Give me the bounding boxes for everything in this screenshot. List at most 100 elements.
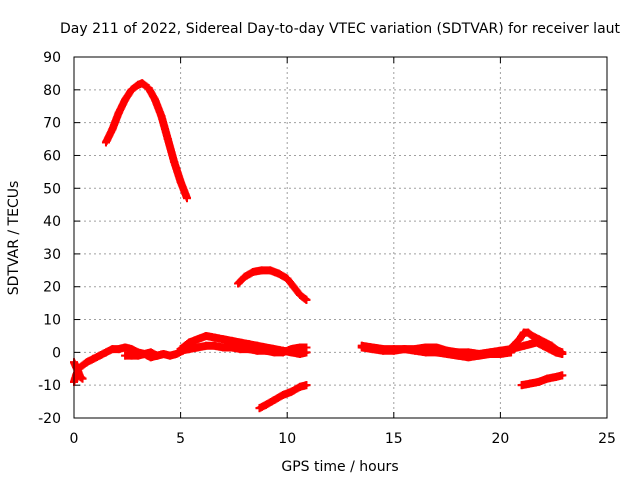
data-point <box>236 345 245 354</box>
data-point <box>464 353 473 362</box>
y-tick-label: 10 <box>43 313 61 329</box>
data-point <box>95 351 104 360</box>
grid <box>74 57 607 418</box>
series-band <box>517 371 567 390</box>
data-point <box>163 135 172 144</box>
x-tick-label: 0 <box>70 431 79 447</box>
y-tick-label: 20 <box>43 280 61 296</box>
data-point <box>278 348 287 357</box>
data-point <box>532 338 541 347</box>
y-tick-label: 0 <box>52 345 61 361</box>
y-tick-label: 70 <box>43 116 61 132</box>
data-point <box>210 333 219 342</box>
data-point <box>302 381 311 390</box>
data-point <box>526 379 535 388</box>
y-tick-label: -10 <box>38 378 61 394</box>
y-tick-label: 50 <box>43 181 61 197</box>
data-point <box>138 79 147 88</box>
plot-frame <box>73 56 608 419</box>
data-point <box>558 350 567 359</box>
data-point <box>227 343 236 352</box>
data-point <box>219 335 228 344</box>
data-point <box>253 346 262 355</box>
data-point <box>219 343 228 352</box>
data-point <box>443 350 452 359</box>
data-point <box>558 371 567 380</box>
data-point <box>202 331 211 340</box>
data-point <box>157 112 166 121</box>
data-point <box>121 95 130 104</box>
data-point <box>82 358 91 367</box>
data-point <box>545 345 554 354</box>
data-point <box>539 341 548 350</box>
data-point <box>278 391 287 400</box>
y-axis-title: SDTVAR / TECUs <box>6 181 22 296</box>
series-arc-1 <box>101 79 191 203</box>
data-point <box>421 348 430 357</box>
data-point <box>151 95 160 104</box>
data-point <box>270 348 279 357</box>
data-point <box>257 266 266 275</box>
data-point <box>114 108 123 117</box>
data-point <box>534 377 543 386</box>
y-tick-label: 30 <box>43 247 61 263</box>
y-tick-label: 40 <box>43 214 61 230</box>
data-point <box>515 335 524 344</box>
x-tick-label: 25 <box>598 431 616 447</box>
y-tick-label: 80 <box>43 83 61 99</box>
x-tick-label: 5 <box>176 431 185 447</box>
data-point <box>379 346 388 355</box>
data-point <box>526 340 535 349</box>
data-point <box>302 295 311 304</box>
data-point <box>270 395 279 404</box>
data-point <box>121 343 130 352</box>
data-point <box>287 387 296 396</box>
series-arc-8 <box>176 341 311 357</box>
data-point <box>193 335 202 344</box>
data-point <box>78 361 87 370</box>
data-point <box>551 348 560 357</box>
data-point <box>400 345 409 354</box>
data-point <box>159 350 168 359</box>
data-point <box>202 341 211 350</box>
data-point <box>485 350 494 359</box>
series-arc-13 <box>517 371 567 390</box>
data-point <box>543 374 552 383</box>
data-point <box>249 267 258 276</box>
data-point <box>302 343 311 352</box>
data-point <box>133 80 142 89</box>
data-point <box>146 353 155 362</box>
series-arc-6 <box>121 350 168 362</box>
x-tick-label: 20 <box>491 431 509 447</box>
data-point <box>153 351 162 360</box>
series-band <box>101 79 191 203</box>
data-point <box>182 194 191 203</box>
data-point <box>507 345 516 354</box>
chart-title: Day 211 of 2022, Sidereal Day-to-day VTE… <box>60 21 621 37</box>
data-point <box>289 282 298 291</box>
x-tick-label: 10 <box>278 431 296 447</box>
data-point <box>133 351 142 360</box>
data-point <box>368 345 377 354</box>
data-point <box>295 290 304 299</box>
data-point <box>287 345 296 354</box>
data-point <box>475 351 484 360</box>
data-point <box>176 177 185 186</box>
data-point <box>78 374 87 383</box>
data-point <box>453 351 462 360</box>
data-point <box>519 341 528 350</box>
data-point <box>432 348 441 357</box>
data-point <box>266 266 275 275</box>
series-arc-5 <box>70 358 87 383</box>
data-point <box>74 368 83 377</box>
series-band <box>234 266 311 304</box>
data-point <box>101 138 110 147</box>
series-arc-2 <box>234 266 311 304</box>
data-point <box>240 272 249 281</box>
data-point <box>176 346 185 355</box>
data-point <box>185 345 194 354</box>
data-point <box>170 158 179 167</box>
data-point <box>127 85 136 94</box>
data-point <box>165 351 174 360</box>
